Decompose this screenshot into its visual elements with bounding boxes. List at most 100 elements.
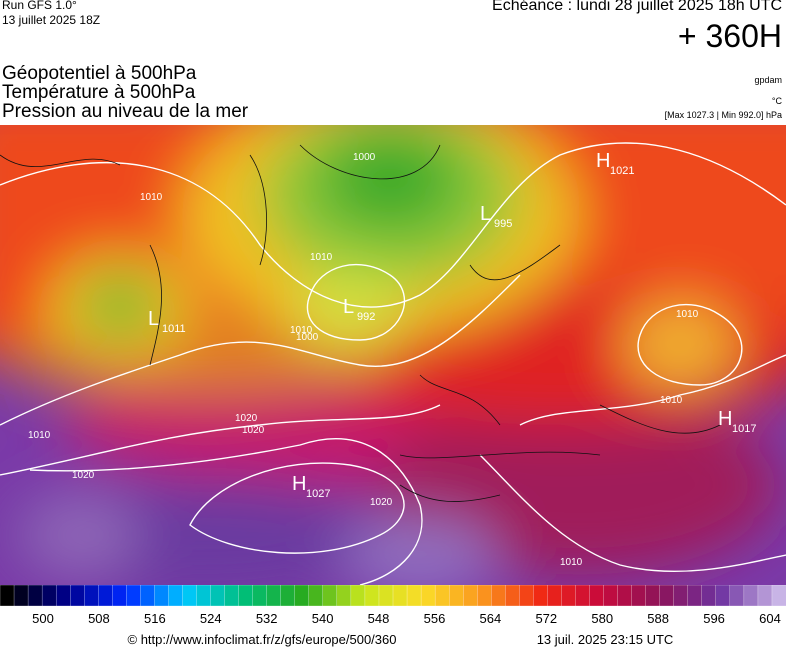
swatch bbox=[645, 585, 661, 607]
swatch bbox=[322, 585, 338, 607]
coastlines bbox=[0, 144, 721, 502]
swatch bbox=[491, 585, 506, 607]
center-letter: L bbox=[148, 308, 159, 330]
swatch bbox=[252, 585, 268, 607]
swatch bbox=[238, 585, 254, 607]
swatch bbox=[701, 585, 717, 607]
swatch bbox=[0, 585, 15, 607]
colorbar-tick-label: 532 bbox=[256, 611, 278, 626]
center-value: 992 bbox=[357, 311, 375, 323]
isobar-label: 1000 bbox=[353, 152, 376, 163]
swatch bbox=[350, 585, 366, 607]
swatch bbox=[533, 585, 549, 607]
colorbar-tick-label: 508 bbox=[88, 611, 110, 626]
center-value: 1027 bbox=[306, 488, 330, 500]
swatch bbox=[687, 585, 703, 607]
colorbar-tick-label: 556 bbox=[424, 611, 446, 626]
layer: Pression au niveau de la mer bbox=[2, 101, 249, 122]
lead-time: + 360H bbox=[677, 18, 782, 54]
valid-time: Echéance : lundi 28 juillet 2025 18h UTC bbox=[492, 0, 782, 14]
colorbar-tick-label: 604 bbox=[759, 611, 781, 626]
swatch bbox=[771, 585, 786, 607]
swatch bbox=[55, 585, 71, 607]
center-letter: H bbox=[292, 473, 306, 495]
isobar-label: 1010 bbox=[140, 192, 163, 203]
swatch bbox=[294, 585, 310, 607]
swatch bbox=[84, 585, 99, 607]
isobar-label: 1020 bbox=[370, 497, 393, 508]
swatch bbox=[603, 585, 619, 607]
swatch bbox=[27, 585, 43, 607]
center-letter: H bbox=[596, 150, 610, 172]
swatch bbox=[308, 585, 324, 607]
swatch bbox=[364, 585, 380, 607]
swatch bbox=[420, 585, 436, 607]
isobar-label: 1010 bbox=[660, 395, 683, 406]
swatch bbox=[477, 585, 492, 607]
swatch bbox=[406, 585, 422, 607]
field bbox=[0, 125, 786, 585]
center-value: 1021 bbox=[610, 165, 634, 177]
swatch bbox=[280, 585, 296, 607]
swatch bbox=[154, 585, 170, 607]
swatch bbox=[112, 585, 127, 607]
swatch bbox=[98, 585, 113, 607]
swatch bbox=[224, 585, 240, 607]
run-date: 13 juillet 2025 18Z bbox=[2, 13, 101, 27]
swatch bbox=[519, 585, 535, 607]
isobar-label: 1010 bbox=[28, 430, 51, 441]
swatch bbox=[715, 585, 731, 607]
source-url: © http://www.infoclimat.fr/z/gfs/europe/… bbox=[128, 632, 397, 647]
swatch bbox=[182, 585, 198, 607]
run: Run GFS 1.0° bbox=[2, 0, 77, 12]
swatch bbox=[70, 585, 85, 607]
center-letter: L bbox=[480, 203, 491, 225]
swatch bbox=[575, 585, 591, 607]
swatch bbox=[434, 585, 450, 607]
swatch bbox=[589, 585, 605, 607]
swatch bbox=[448, 585, 464, 607]
swatch bbox=[41, 585, 57, 607]
colorbar-tick-label: 588 bbox=[647, 611, 669, 626]
isobar-label: 1010 bbox=[560, 557, 583, 568]
layer: Température à 500hPa bbox=[2, 82, 196, 103]
swatch bbox=[505, 585, 520, 607]
colorbar-tick-label: 548 bbox=[368, 611, 390, 626]
swatch bbox=[729, 585, 745, 607]
colorbar: 500 508 516 524 532 540 548 556 564 572 580 588 596 6… bbox=[0, 585, 786, 647]
colorbar-tick-label: 564 bbox=[480, 611, 502, 626]
center-letter: H bbox=[718, 408, 732, 430]
colorbar-tick-label: 596 bbox=[703, 611, 725, 626]
isobar-label: 1010 bbox=[310, 252, 333, 263]
unit: [Max 1027.3 | Min 992.0] hPa bbox=[664, 110, 782, 120]
swatch bbox=[196, 585, 212, 607]
center-value: 995 bbox=[494, 218, 512, 230]
swatch bbox=[673, 585, 689, 607]
isobar-label: 1020 bbox=[242, 425, 265, 436]
center-letter: L bbox=[343, 296, 354, 318]
unit: gpdam bbox=[754, 75, 782, 85]
swatch bbox=[378, 585, 394, 607]
colorbar-tick-label: 500 bbox=[32, 611, 54, 626]
colorbar-tick-label: 516 bbox=[144, 611, 166, 626]
swatch bbox=[210, 585, 226, 607]
swatch bbox=[126, 585, 142, 607]
isobar-label: 1010 bbox=[290, 325, 313, 336]
isobar-label: 1010 bbox=[676, 309, 699, 320]
colorbar-tick-label: 572 bbox=[535, 611, 557, 626]
center-value: 1011 bbox=[162, 323, 186, 335]
isobars bbox=[0, 142, 786, 585]
swatch bbox=[743, 585, 759, 607]
colorbar-swatches bbox=[0, 585, 786, 607]
center-value: 1017 bbox=[732, 423, 756, 435]
isobar-label: 1020 bbox=[72, 470, 95, 481]
swatch bbox=[659, 585, 675, 607]
isobar-label: 1020 bbox=[235, 413, 258, 424]
swatch bbox=[392, 585, 408, 607]
colorbar-tick-label: 540 bbox=[312, 611, 334, 626]
swatch bbox=[631, 585, 647, 607]
swatch bbox=[140, 585, 156, 607]
